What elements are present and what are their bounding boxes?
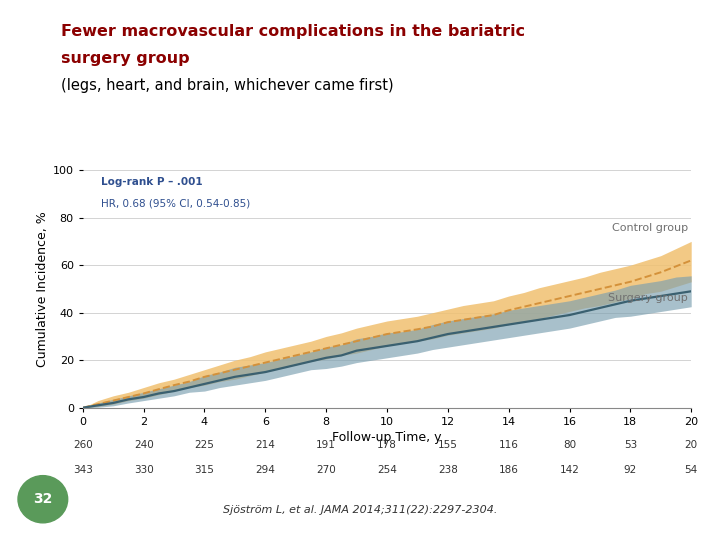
- Text: 191: 191: [316, 441, 336, 450]
- X-axis label: Follow-up Time, y: Follow-up Time, y: [332, 431, 442, 444]
- Text: HR, 0.68 (95% CI, 0.54-0.85): HR, 0.68 (95% CI, 0.54-0.85): [101, 199, 251, 208]
- Text: 32: 32: [33, 492, 53, 506]
- Text: 254: 254: [377, 465, 397, 475]
- Text: Fewer macrovascular complications in the bariatric: Fewer macrovascular complications in the…: [61, 24, 526, 39]
- Text: 116: 116: [499, 441, 518, 450]
- Text: 178: 178: [377, 441, 397, 450]
- Text: 20: 20: [685, 441, 698, 450]
- Text: 294: 294: [256, 465, 275, 475]
- Text: 186: 186: [499, 465, 518, 475]
- Text: 142: 142: [559, 465, 580, 475]
- Text: Control group: Control group: [612, 224, 688, 233]
- Text: (legs, heart, and brain, whichever came first): (legs, heart, and brain, whichever came …: [61, 78, 394, 93]
- Text: 260: 260: [73, 441, 93, 450]
- Text: 53: 53: [624, 441, 637, 450]
- Text: Surgery group: Surgery group: [608, 293, 688, 303]
- Text: 238: 238: [438, 465, 458, 475]
- Text: 92: 92: [624, 465, 637, 475]
- Text: surgery group: surgery group: [61, 51, 190, 66]
- Text: Sjöström L, et al. JAMA 2014;311(22):2297-2304.: Sjöström L, et al. JAMA 2014;311(22):229…: [222, 505, 498, 515]
- Text: 330: 330: [134, 465, 153, 475]
- Text: 214: 214: [256, 441, 275, 450]
- Text: 225: 225: [194, 441, 215, 450]
- Text: 343: 343: [73, 465, 93, 475]
- Text: 270: 270: [316, 465, 336, 475]
- Text: 54: 54: [685, 465, 698, 475]
- Text: 155: 155: [438, 441, 458, 450]
- Circle shape: [18, 476, 68, 523]
- Text: Log-rank P – .001: Log-rank P – .001: [101, 177, 202, 187]
- Text: 315: 315: [194, 465, 215, 475]
- Y-axis label: Cumulative Incidence, %: Cumulative Incidence, %: [35, 211, 49, 367]
- Text: 80: 80: [563, 441, 576, 450]
- Text: 240: 240: [134, 441, 153, 450]
